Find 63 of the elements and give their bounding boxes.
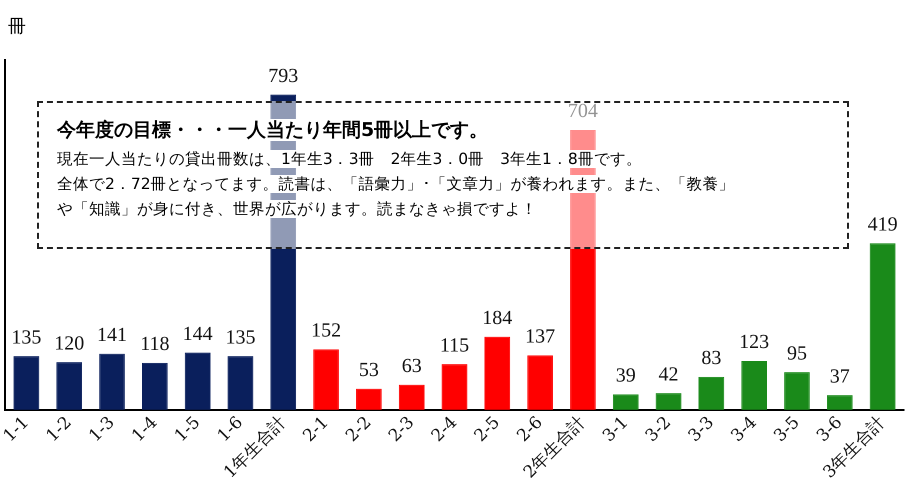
bar: [313, 349, 339, 410]
x-tick-label: 3-2: [642, 412, 676, 446]
bar: [826, 395, 853, 410]
data-label: 115: [440, 334, 470, 356]
bar: [356, 388, 382, 410]
bar: [527, 355, 553, 410]
data-label: 184: [482, 306, 512, 329]
data-label: 118: [140, 333, 170, 356]
data-label: 95: [786, 342, 807, 364]
bar: [484, 336, 510, 410]
x-tick-label: 2-5: [470, 412, 504, 446]
x-tick-label: 2-4: [428, 412, 462, 446]
bar: [741, 360, 768, 410]
annotation: 現在一人当たりの貸出冊数は、1年生3．3冊 2年生3．0冊 3年生1．8冊です。: [57, 150, 642, 168]
x-tick-label: 1-3: [85, 412, 119, 446]
x-tick-label: 1-2: [42, 412, 76, 446]
data-label: 144: [182, 322, 213, 345]
bar: [142, 362, 168, 410]
x-tick-label: 3-5: [770, 412, 804, 446]
x-tick-label: 1-4: [128, 412, 162, 446]
bar: [442, 364, 468, 410]
annotation: 全体で2．72冊となってます。読書は、「語彙力」･「文章力」が養われます。また、「教養」: [57, 175, 735, 193]
data-label: 42: [658, 363, 679, 386]
data-label: 141: [97, 324, 128, 346]
data-label: 83: [701, 347, 722, 370]
bar: [612, 394, 639, 410]
x-tick-label: 3-4: [727, 412, 761, 446]
bar: [184, 352, 210, 410]
x-tick-label: 1-5: [170, 412, 204, 446]
x-tick-label: 2-6: [513, 412, 547, 446]
x-tick-label: 1-6: [214, 412, 248, 446]
x-tick-label: 3-6: [812, 412, 846, 446]
x-tick-label: 3-1: [598, 412, 632, 446]
data-label: 37: [830, 365, 850, 388]
x-tick-label: 1-1: [0, 412, 34, 446]
data-label: 135: [11, 326, 42, 348]
data-label: 63: [402, 355, 422, 378]
bar: [784, 372, 810, 410]
data-label: 120: [54, 332, 84, 354]
x-tick-label: 2-2: [342, 412, 376, 446]
data-label: 39: [616, 364, 636, 387]
data-label: 152: [311, 320, 342, 342]
bar: [99, 354, 125, 410]
data-label: 123: [739, 331, 770, 354]
bar: [14, 356, 40, 410]
annotation: や「知識」が身に付き、世界が広がります。読まなきゃ損ですよ！: [57, 200, 537, 218]
bar: [656, 393, 682, 410]
bar: [870, 243, 896, 410]
bar: [56, 362, 82, 410]
bar: [228, 356, 254, 410]
data-label: 419: [868, 214, 898, 236]
data-label: 135: [225, 326, 256, 348]
annotation: 今年度の目標・・・一人当たり年間5冊以上です。: [57, 119, 488, 141]
x-tick-label: 2-1: [299, 412, 333, 446]
bar: [698, 376, 724, 410]
data-label: 53: [358, 359, 379, 382]
data-label: 137: [525, 326, 556, 348]
data-label: 704: [568, 100, 598, 122]
data-label: 793: [268, 64, 298, 87]
bar: [398, 384, 425, 410]
x-tick-label: 3-3: [684, 412, 718, 446]
x-tick-label: 2-3: [384, 412, 418, 446]
y-axis-title: 冊: [8, 15, 26, 38]
